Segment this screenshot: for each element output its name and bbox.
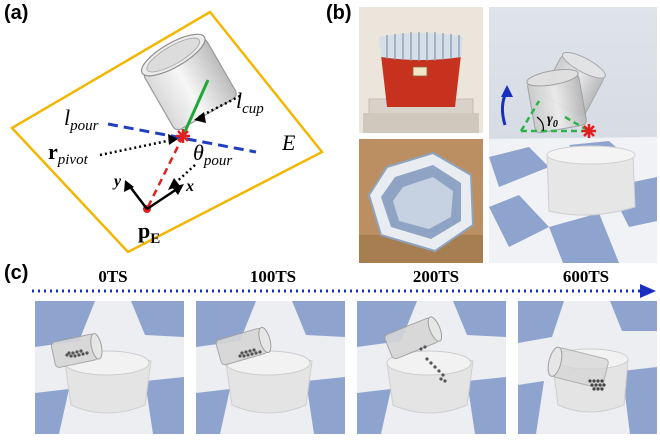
l-cup-label: lcup	[236, 88, 264, 117]
timestep-label-100: 100TS	[249, 267, 297, 286]
panel-label-a: (a)	[4, 2, 29, 24]
basket-photo-side	[359, 7, 483, 133]
r-pivot-label: rpivot	[48, 139, 89, 168]
gamma-label: γ0	[547, 112, 558, 130]
simulation-view: γ0	[489, 7, 657, 263]
pivot-vector-line	[145, 135, 185, 210]
p-e-label: pE	[138, 218, 160, 247]
pivot-star-icon	[176, 129, 190, 143]
frame-100ts	[196, 301, 345, 434]
timestep-label-200: 200TS	[412, 267, 460, 286]
sim-cup	[526, 69, 587, 134]
theta-pour-label: θpour	[193, 140, 232, 169]
x-axis-label: x	[185, 178, 194, 195]
timeline-arrow	[32, 284, 656, 298]
y-axis-label: y	[112, 173, 122, 190]
cup-icon	[140, 33, 237, 131]
l-pour-label: lpour	[64, 105, 99, 134]
r-pivot-arrow	[99, 138, 173, 157]
cup-axis-line	[181, 79, 210, 137]
sim-pivot-star-icon	[582, 124, 596, 138]
pour-line	[107, 122, 257, 154]
panel-label-b: (b)	[326, 2, 352, 24]
timestep-label-0: 0TS	[98, 267, 128, 286]
frame-200ts	[357, 301, 506, 434]
frame-e-label: E	[281, 130, 296, 155]
panel-label-c: (c)	[4, 262, 29, 284]
frame-e-boundary	[10, 10, 324, 254]
x-axis-line	[146, 185, 181, 211]
sim-angle-line	[519, 100, 541, 132]
basket-photo-top	[359, 139, 483, 263]
frame-600ts	[518, 301, 657, 434]
timestep-label-600: 600TS	[562, 267, 610, 286]
frame-0ts	[35, 301, 184, 434]
pouring-diagram: lpour lcup rpivot θpour pE E x y	[10, 10, 324, 254]
